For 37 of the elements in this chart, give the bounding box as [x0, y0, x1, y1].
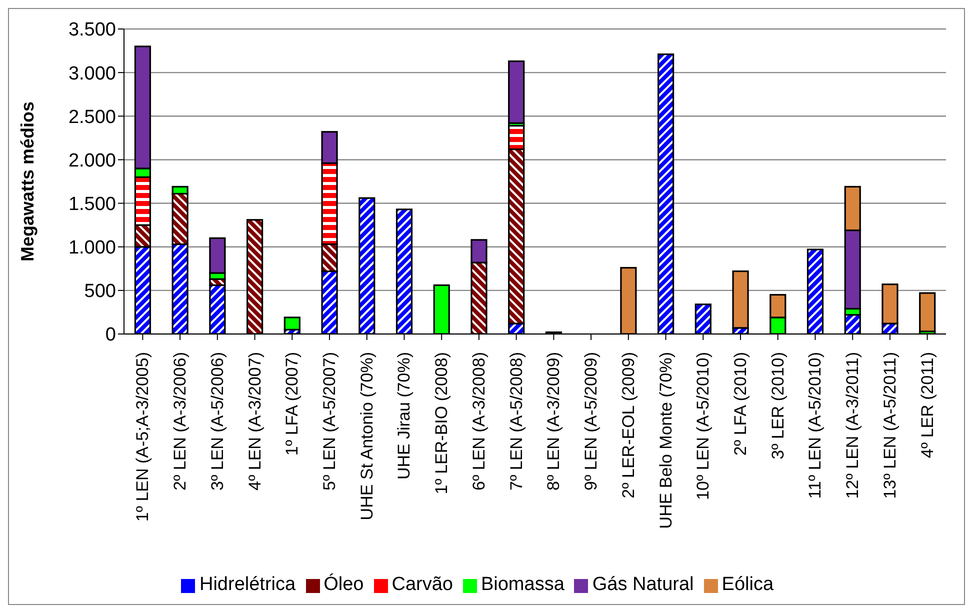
x-tick-label: 1º LFA (2007) — [282, 352, 302, 456]
x-tick-label: 7º LEN (A-5/2008) — [506, 352, 526, 490]
x-tick-label: UHE St Antonio (70%) — [357, 352, 376, 520]
x-tick-label: UHE Jirau (70%) — [394, 352, 414, 480]
x-tick-label: 13º LEN (A-5/2011) — [880, 352, 900, 499]
x-tick-label: 3º LEN (A-5/2006) — [208, 352, 227, 490]
legend-label: Biomassa — [480, 574, 564, 595]
x-tick-label: 1º LER-BIO (2008) — [432, 352, 452, 494]
legend-label: Óleo — [324, 574, 364, 595]
x-tick-label: 6º LEN (A-3/2008) — [469, 352, 488, 490]
x-tick-label: 11º LEN (A-5/2010) — [806, 352, 825, 499]
x-tick-label: 2º LFA (2010) — [731, 352, 750, 456]
x-tick-label: 4º LER (2011) — [918, 352, 937, 458]
x-tick-label: 3º LER (2010) — [768, 352, 788, 460]
y-tick-label: 1.500 — [68, 194, 116, 216]
y-tick-label: 500 — [84, 281, 116, 302]
x-tick-label: 4º LEN (A-3/2007) — [245, 352, 264, 490]
x-tick-label: 10º LEN (A-5/2010) — [694, 352, 713, 500]
legend-label: Gás Natural — [592, 574, 694, 595]
x-tick-label: 8º LEN (A-3/2009) — [544, 352, 564, 490]
y-tick-label: 3.500 — [68, 20, 116, 41]
y-tick-label: 1.000 — [68, 238, 116, 259]
y-tick-label: 0 — [105, 324, 116, 346]
x-tick-label: 12º LEN (A-3/2011) — [843, 352, 862, 499]
legend-label: Carvão — [392, 574, 453, 595]
legend-label: Eólica — [722, 574, 774, 595]
x-tick-label: 2º LEN (A-3/2006) — [170, 352, 190, 490]
y-tick-label: 3.000 — [68, 63, 116, 84]
y-tick-label: 2.000 — [68, 150, 116, 172]
x-tick-label: UHE Belo Monte (70%) — [656, 352, 676, 529]
x-tick-label: 9º LEN (A-5/2009) — [582, 352, 601, 490]
x-tick-label: 2º LER-EOL (2009) — [618, 352, 638, 498]
y-axis-title: Megawatts médios — [17, 101, 38, 262]
x-tick-label: 1º LEN (A-5;A-3/2005) — [133, 352, 152, 522]
legend-label: Hidrelétrica — [199, 574, 296, 595]
y-tick-label: 2.500 — [68, 106, 116, 128]
x-tick-label: 5º LEN (A-5/2007) — [320, 352, 339, 490]
